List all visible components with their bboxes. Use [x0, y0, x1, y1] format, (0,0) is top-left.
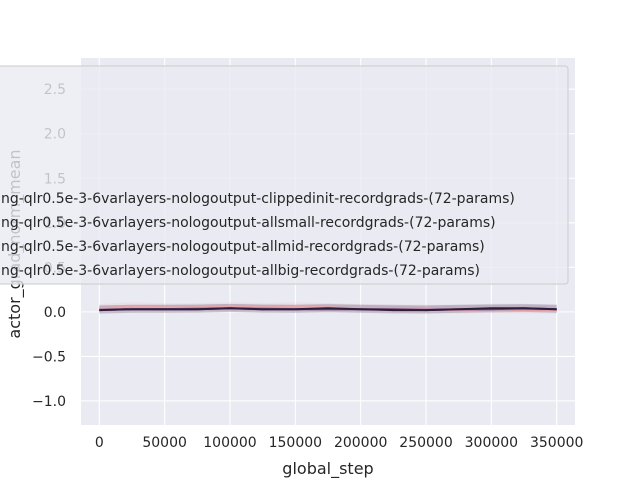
series-lines — [99, 305, 557, 312]
x-tick-label: 200000 — [334, 435, 387, 451]
legend: ng-qlr0.5e-3-6varlayers-nologoutput-clip… — [0, 65, 569, 285]
legend-entry-label: ng-qlr0.5e-3-6varlayers-nologoutput-allb… — [1, 263, 480, 279]
x-ticks: 0 50000 100000 150000 200000 250000 300000 3500… — [95, 435, 584, 451]
legend-entry-label: ng-qlr0.5e-3-6varlayers-nologoutput-allm… — [1, 239, 485, 255]
x-axis-label: global_step — [282, 459, 373, 479]
y-tick-label: −0.5 — [32, 349, 66, 365]
x-tick-label: 100000 — [203, 435, 256, 451]
y-tick-label: −1.0 — [32, 394, 66, 410]
x-tick-label: 300000 — [465, 435, 518, 451]
y-tick-label: 0.0 — [44, 305, 66, 321]
x-tick-label: 0 — [95, 435, 104, 451]
series-line-3 — [99, 307, 557, 312]
x-tick-label: 50000 — [142, 435, 187, 451]
x-tick-label: 150000 — [269, 435, 322, 451]
legend-box — [0, 65, 569, 285]
legend-entry-label: ng-qlr0.5e-3-6varlayers-nologoutput-alls… — [1, 215, 496, 231]
legend-entry-label: ng-qlr0.5e-3-6varlayers-nologoutput-clip… — [1, 191, 515, 207]
x-tick-label: 250000 — [399, 435, 452, 451]
x-tick-label: 350000 — [530, 435, 583, 451]
